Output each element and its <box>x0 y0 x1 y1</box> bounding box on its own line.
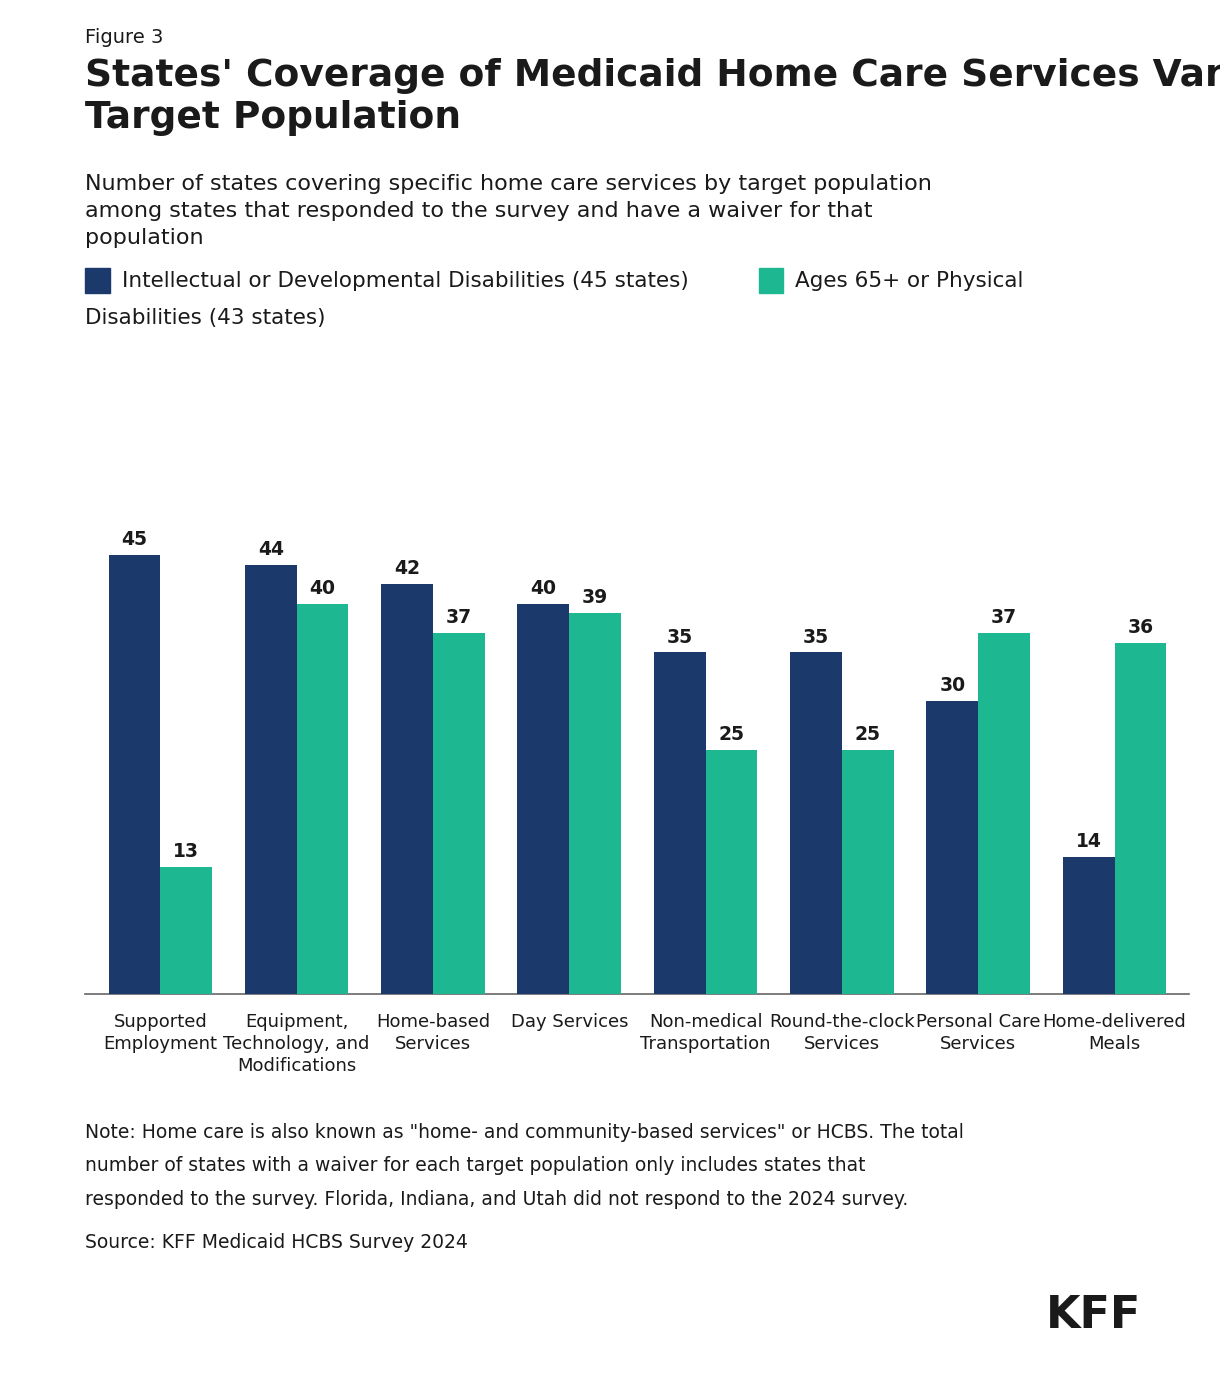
Text: 13: 13 <box>173 842 199 862</box>
Bar <box>381 584 433 994</box>
Bar <box>654 652 705 994</box>
Bar <box>160 867 212 994</box>
Text: 30: 30 <box>939 677 965 695</box>
Text: 35: 35 <box>666 627 693 646</box>
Bar <box>245 564 296 994</box>
Text: Intellectual or Developmental Disabilities (45 states): Intellectual or Developmental Disabiliti… <box>122 271 689 291</box>
Text: 37: 37 <box>991 607 1017 627</box>
Text: 40: 40 <box>310 578 336 598</box>
Bar <box>517 603 570 994</box>
Text: 35: 35 <box>803 627 830 646</box>
Bar <box>978 632 1030 994</box>
Text: Note: Home care is also known as "home- and community-based services" or HCBS. T: Note: Home care is also known as "home- … <box>85 1123 964 1143</box>
Text: 14: 14 <box>1076 833 1102 852</box>
Bar <box>1115 642 1166 994</box>
Text: 37: 37 <box>445 607 472 627</box>
Bar <box>570 613 621 994</box>
Text: Figure 3: Figure 3 <box>85 28 163 47</box>
Text: responded to the survey. Florida, Indiana, and Utah did not respond to the 2024 : responded to the survey. Florida, Indian… <box>85 1190 909 1209</box>
Text: 39: 39 <box>582 588 609 607</box>
Text: 25: 25 <box>855 726 881 744</box>
Bar <box>1063 858 1115 994</box>
Text: States' Coverage of Medicaid Home Care Services Vary by
Target Population: States' Coverage of Medicaid Home Care S… <box>85 58 1220 136</box>
Text: 45: 45 <box>122 530 148 549</box>
Text: 36: 36 <box>1127 617 1153 637</box>
Bar <box>926 701 978 994</box>
Text: 40: 40 <box>531 578 556 598</box>
Bar <box>842 751 894 994</box>
Bar <box>296 603 349 994</box>
Bar <box>705 751 758 994</box>
Text: Disabilities (43 states): Disabilities (43 states) <box>85 309 326 328</box>
Text: 25: 25 <box>719 726 744 744</box>
Text: Number of states covering specific home care services by target population
among: Number of states covering specific home … <box>85 174 932 249</box>
Text: 42: 42 <box>394 559 420 578</box>
Bar <box>109 555 160 994</box>
Text: 44: 44 <box>257 539 284 559</box>
Text: Source: KFF Medicaid HCBS Survey 2024: Source: KFF Medicaid HCBS Survey 2024 <box>85 1233 468 1252</box>
Text: KFF: KFF <box>1046 1294 1141 1337</box>
Text: number of states with a waiver for each target population only includes states t: number of states with a waiver for each … <box>85 1156 866 1176</box>
Text: Ages 65+ or Physical: Ages 65+ or Physical <box>795 271 1024 291</box>
Bar <box>791 652 842 994</box>
Bar <box>433 632 484 994</box>
